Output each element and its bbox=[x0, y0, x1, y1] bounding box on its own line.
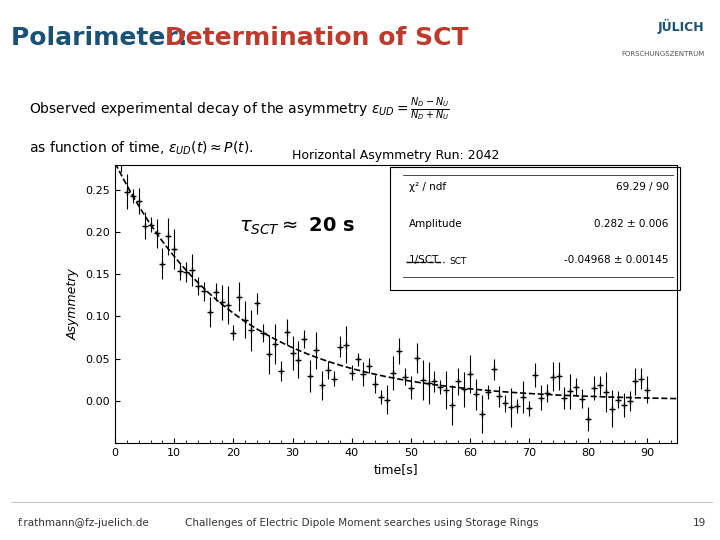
Text: 69.29 / 90: 69.29 / 90 bbox=[616, 182, 669, 192]
Text: χ² / ndf: χ² / ndf bbox=[409, 182, 446, 192]
Text: SCT: SCT bbox=[449, 257, 467, 266]
Text: JÜLICH: JÜLICH bbox=[658, 19, 704, 35]
Text: Observed experimental decay of the asymmetry $\varepsilon_{UD} = \frac{N_D - N_U: Observed experimental decay of the asymm… bbox=[29, 95, 450, 123]
Y-axis label: Asymmetry: Asymmetry bbox=[67, 268, 80, 340]
FancyBboxPatch shape bbox=[390, 167, 680, 290]
Text: 19: 19 bbox=[693, 518, 706, 528]
Title: Horizontal Asymmetry Run: 2042: Horizontal Asymmetry Run: 2042 bbox=[292, 149, 500, 162]
Text: Polarimeter:: Polarimeter: bbox=[11, 26, 196, 50]
Text: $\tau_{SCT} \approx$ 20 s: $\tau_{SCT} \approx$ 20 s bbox=[239, 215, 355, 237]
X-axis label: time[s]: time[s] bbox=[374, 463, 418, 476]
Text: 1/SCT: 1/SCT bbox=[409, 255, 439, 266]
Text: Challenges of Electric Dipole Moment searches using Storage Rings: Challenges of Electric Dipole Moment sea… bbox=[185, 518, 539, 528]
Text: -0.04968 ± 0.00145: -0.04968 ± 0.00145 bbox=[564, 255, 669, 266]
Text: Determination of SCT: Determination of SCT bbox=[165, 26, 468, 50]
Text: Amplitude: Amplitude bbox=[409, 219, 462, 229]
Text: FORSCHUNGSZENTRUM: FORSCHUNGSZENTRUM bbox=[621, 51, 704, 57]
Text: 0.282 ± 0.006: 0.282 ± 0.006 bbox=[594, 219, 669, 229]
Text: as function of time, $\varepsilon_{UD}(t) \approx P(t).$: as function of time, $\varepsilon_{UD}(t… bbox=[29, 140, 253, 157]
Text: f.rathmann@fz-juelich.de: f.rathmann@fz-juelich.de bbox=[18, 518, 150, 528]
